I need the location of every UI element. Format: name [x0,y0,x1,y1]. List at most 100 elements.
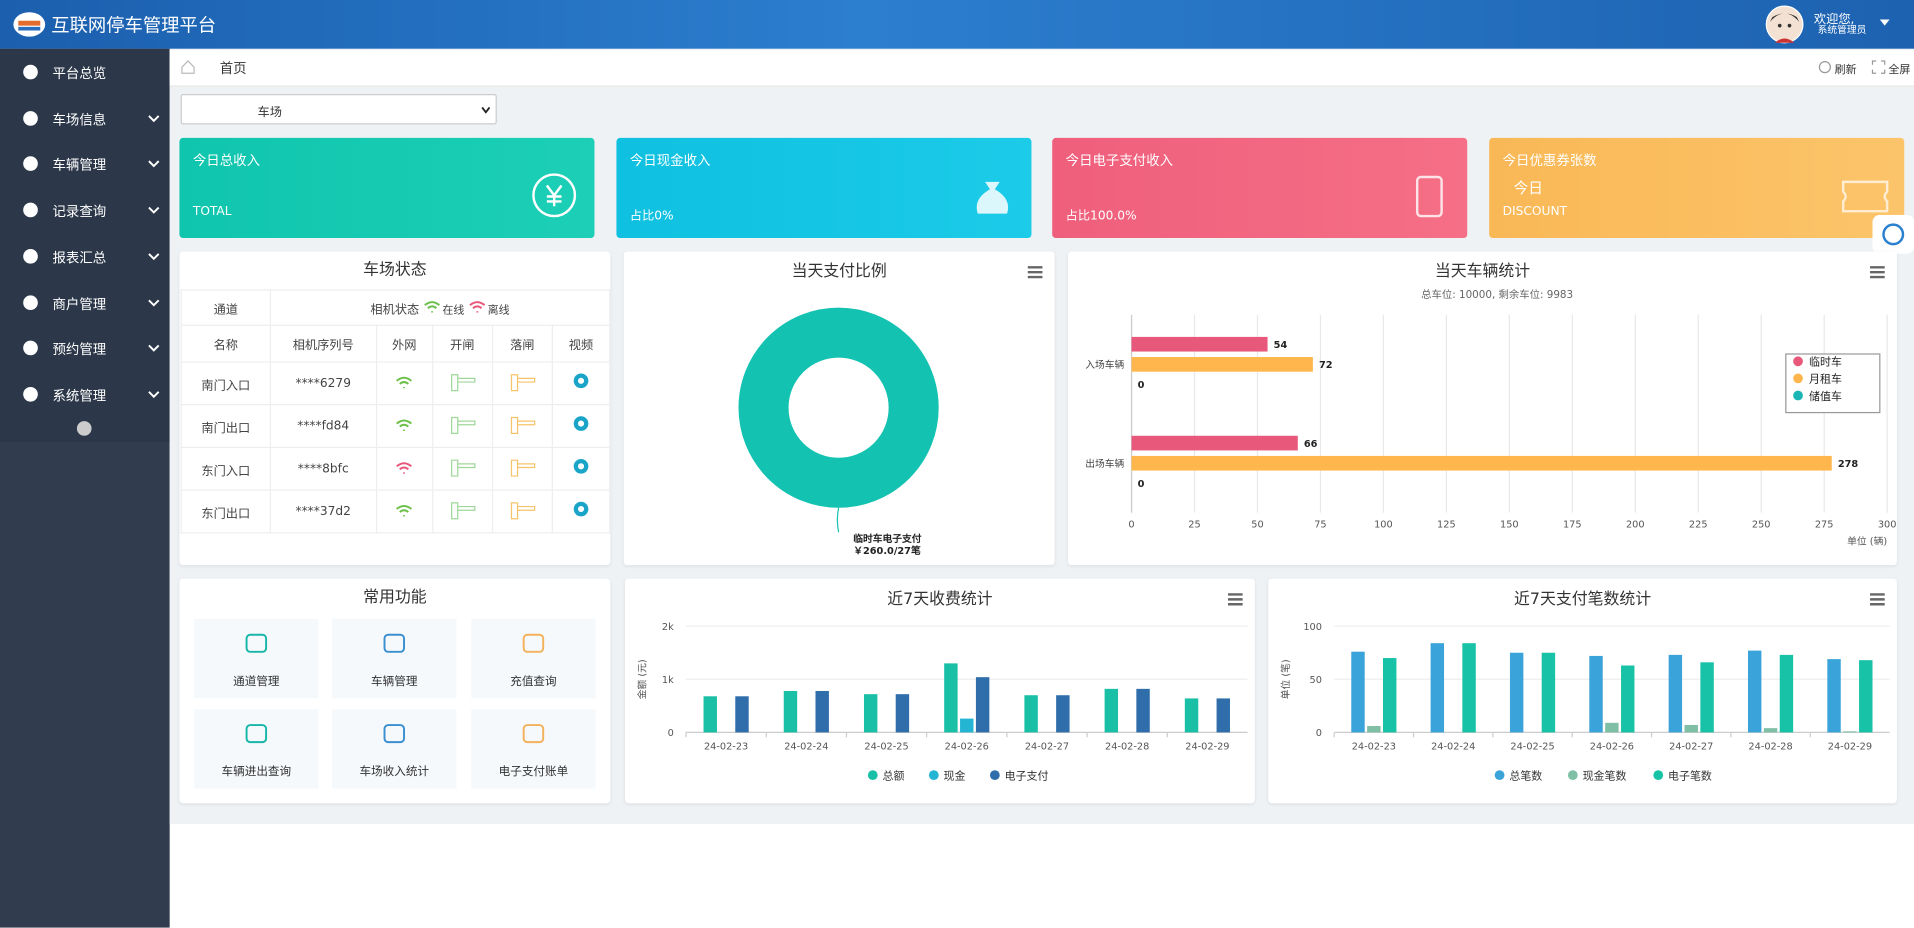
float-button[interactable] [1872,214,1914,254]
gate-icon[interactable] [509,457,536,477]
menu-item[interactable]: 车场信息 [0,95,170,140]
menu-item[interactable]: 记录查询 [0,187,170,232]
collapse-button[interactable] [76,420,93,437]
function-tile[interactable]: 车辆进出查询 [194,709,319,789]
cell [375,361,433,406]
icon-shape [522,724,545,744]
bar [1700,662,1714,733]
chart: 临时车电子支付￥260.0/27笔 [738,266,1043,557]
cell: 通道 [180,289,271,326]
card-title: 今日优惠券张数 [1502,152,1597,169]
function-tile[interactable]: 电子支付账单 [471,709,596,789]
breadcrumb-home[interactable]: 首页 [219,61,247,77]
legend-marker [1793,390,1803,401]
fullscreen-icon[interactable] [1871,60,1886,75]
menu-item[interactable]: 报表汇总 [0,233,170,278]
refresh-icon[interactable] [1818,60,1833,75]
gate-icon[interactable] [509,414,536,434]
cell: 南门出口 [180,404,271,448]
card-footer: 占比100.0% [1065,209,1137,224]
chart-panel: 近7天支付笔数统计 0 50 100 单位 (笔) 24-02-23 24-02-24 24… [1268,578,1897,804]
username[interactable]: 系统管理员 [1817,24,1867,36]
legend-label[interactable]: 现金 [944,768,966,782]
wifi-shape [396,504,413,516]
legend-label[interactable]: 现金笔数 [1583,768,1627,782]
chart-title: 当天支付比例 [791,262,887,281]
wifi-icon [396,504,413,516]
lot-select[interactable]: 车场 [180,93,497,125]
gate-icon[interactable] [509,500,536,520]
icon-shape [245,633,268,653]
legend-label[interactable]: 储值车 [1809,389,1842,403]
cell: 相机状态 在线 离线 [269,289,611,326]
legend-label[interactable]: 电子支付 [1005,769,1049,782]
gate-icon[interactable] [509,372,536,392]
legend-label[interactable]: 总额 [883,768,905,782]
video-icon[interactable] [571,414,591,434]
function-tile[interactable]: 车辆管理 [332,618,457,699]
menu-item[interactable]: 车辆管理 [0,141,170,186]
legend-marker [1793,356,1803,367]
panel-title: 常用功能 [363,588,427,607]
bar [1843,731,1857,733]
menu-label: 预约管理 [52,342,107,358]
gate-icon[interactable] [449,457,476,477]
function-tile[interactable]: 充值查询 [471,618,596,699]
dropdown-arrow[interactable] [1879,18,1891,28]
icon-shape [23,64,38,80]
home-icon[interactable] [181,60,196,75]
cell [491,404,553,448]
menu-item[interactable]: 平台总览 [0,49,170,94]
icon-shape [522,633,545,653]
function-tile[interactable]: 车场收入统计 [332,709,457,789]
tile-icon [383,633,406,653]
y-tick-label: 2k [662,622,674,633]
header-cell: 名称 [180,324,271,363]
gate-icon[interactable] [449,372,476,392]
tile-icon [245,633,268,653]
wifi-icon [424,300,441,312]
legend-marker [867,770,878,781]
wifi-icon [396,461,413,474]
menu-item[interactable]: 系统管理 [0,371,170,416]
video-icon[interactable] [571,457,591,477]
cell: 东门入口 [180,446,271,491]
video-icon[interactable] [571,372,591,392]
bar [1541,652,1556,733]
lot-select-text: 车场 [257,106,282,120]
chevron [148,206,160,214]
legend-label[interactable]: 临时车 [1809,355,1842,369]
bar [1367,726,1381,733]
slice-value-label: ￥260.0/27笔 [853,544,921,557]
wifi-icon [396,376,413,388]
menu-item[interactable]: 商户管理 [0,279,170,324]
function-tile[interactable]: 通道管理 [194,618,319,699]
wifi-shape [396,376,413,388]
fullscreen[interactable]: 全屏 [1888,64,1911,77]
chart-title: 近7天支付笔数统计 [1514,590,1652,610]
gate-shape [510,501,536,519]
menu-icon [23,110,38,126]
legend-label[interactable]: 电子笔数 [1668,768,1712,782]
legend-label[interactable]: 总笔数 [1509,768,1542,782]
refresh[interactable]: 刷新 [1834,64,1857,77]
icon-shape [383,633,406,653]
x-tick-label: 275 [1815,519,1834,530]
card-footer: DISCOUNT [1502,205,1568,219]
header-cell: 视频 [551,324,611,363]
tile-label: 车辆管理 [371,675,418,689]
gate-icon[interactable] [449,500,476,520]
legend-label[interactable]: 月租车 [1809,372,1842,386]
chevron-path [148,391,160,398]
menu-item[interactable]: 预约管理 [0,325,170,370]
x-tick-label: 150 [1500,519,1519,530]
cell: ****fd84 [269,404,377,448]
gate-icon[interactable] [449,414,476,434]
wifi-icon [469,300,486,312]
chart-title: 近7天收费统计 [887,590,993,610]
gate-shape [510,416,536,434]
video-icon[interactable] [571,500,591,520]
chevron-path [148,160,160,168]
panel-title: 车场状态 [363,261,427,280]
card-cash: 今日现金收入 占比0% [616,137,1032,239]
